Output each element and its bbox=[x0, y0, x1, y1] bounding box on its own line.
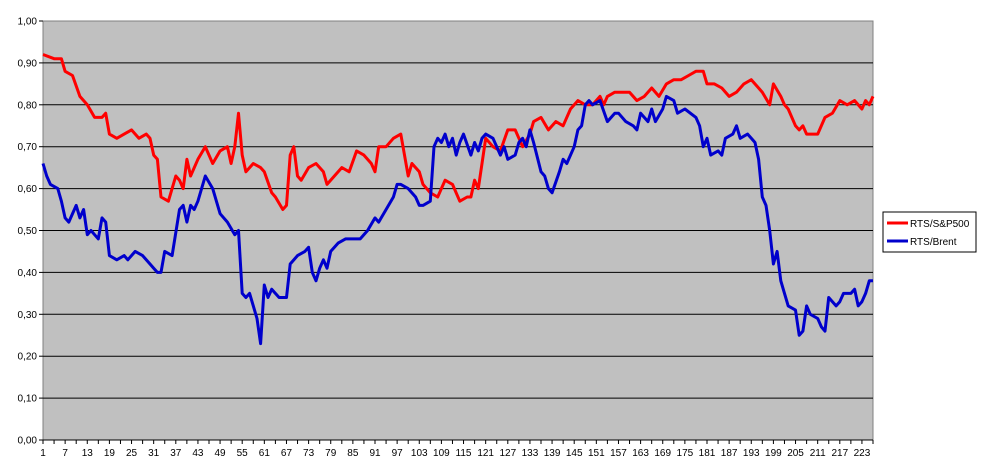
x-tick-label: 127 bbox=[499, 448, 516, 459]
legend-label-rts-sp500: RTS/S&P500 bbox=[910, 219, 970, 230]
x-tick-label: 145 bbox=[566, 448, 583, 459]
x-tick-label: 13 bbox=[82, 448, 94, 459]
y-tick-label: 1,00 bbox=[18, 17, 38, 28]
x-tick-label: 55 bbox=[237, 448, 249, 459]
gridlines bbox=[43, 62, 873, 399]
x-tick-label: 85 bbox=[347, 448, 359, 459]
y-tick-label: 0,60 bbox=[18, 184, 38, 195]
x-tick-label: 169 bbox=[654, 448, 671, 459]
y-tick-label: 0,70 bbox=[18, 142, 38, 153]
legend-box bbox=[882, 211, 977, 253]
x-tick-label: 25 bbox=[126, 448, 138, 459]
y-tick-label: 0,30 bbox=[18, 310, 38, 321]
y-tick-label: 0,90 bbox=[18, 58, 38, 69]
series-line-rts-brent bbox=[41, 94, 873, 346]
x-tick-label: 49 bbox=[215, 448, 227, 459]
x-tick-label: 205 bbox=[787, 448, 804, 459]
x-tick-label: 199 bbox=[765, 448, 782, 459]
y-tick-label: 0,50 bbox=[18, 226, 38, 237]
x-tick-label: 181 bbox=[699, 448, 716, 459]
y-tick-label: 0,00 bbox=[18, 436, 38, 447]
x-tick-label: 109 bbox=[433, 448, 450, 459]
x-tick-label: 223 bbox=[854, 448, 871, 459]
x-tick-label: 193 bbox=[743, 448, 760, 459]
x-tick-label: 37 bbox=[170, 448, 182, 459]
y-axis: 0,00 0,10 0,20 0,30 0,40 0,50 0,60 0,70 0,80 0,90… bbox=[18, 17, 43, 447]
series-line-rts-sp500 bbox=[42, 53, 875, 211]
x-tick-label: 1 bbox=[40, 448, 46, 459]
x-tick-label: 217 bbox=[831, 448, 848, 459]
x-tick-label: 31 bbox=[148, 448, 160, 459]
x-tick-label: 91 bbox=[369, 448, 381, 459]
series-layer bbox=[41, 53, 875, 346]
x-axis: 1 7 13 19 25 31 37 43 49 55 61 67 73 79 85 91 97 103 109 11… bbox=[40, 439, 874, 459]
x-tick-label: 187 bbox=[721, 448, 738, 459]
x-tick-label: 133 bbox=[522, 448, 539, 459]
x-tick-label: 139 bbox=[544, 448, 561, 459]
y-tick-label: 0,20 bbox=[18, 352, 38, 363]
x-tick-label: 157 bbox=[610, 448, 627, 459]
x-tick-label: 79 bbox=[325, 448, 337, 459]
y-tick-label: 0,80 bbox=[18, 100, 38, 111]
x-tick-label: 211 bbox=[810, 448, 826, 459]
x-tick-label: 73 bbox=[303, 448, 315, 459]
x-tick-label: 103 bbox=[411, 448, 428, 459]
x-tick-label: 19 bbox=[104, 448, 116, 459]
x-tick-label: 163 bbox=[632, 448, 649, 459]
x-tick-label: 115 bbox=[456, 448, 472, 459]
legend-label-rts-brent: RTS/Brent bbox=[910, 237, 957, 248]
x-tick-label: 97 bbox=[392, 448, 404, 459]
x-tick-label: 61 bbox=[259, 448, 271, 459]
x-tick-label: 175 bbox=[677, 448, 694, 459]
x-tick-label: 67 bbox=[281, 448, 293, 459]
legend: RTS/S&P500 RTS/Brent bbox=[882, 211, 977, 253]
x-tick-label: 151 bbox=[588, 448, 605, 459]
y-tick-label: 0,40 bbox=[18, 268, 38, 279]
x-tick-label: 43 bbox=[192, 448, 204, 459]
y-tick-label: 0,10 bbox=[18, 394, 38, 405]
x-tick-label: 121 bbox=[477, 448, 494, 459]
x-tick-label: 7 bbox=[62, 448, 68, 459]
